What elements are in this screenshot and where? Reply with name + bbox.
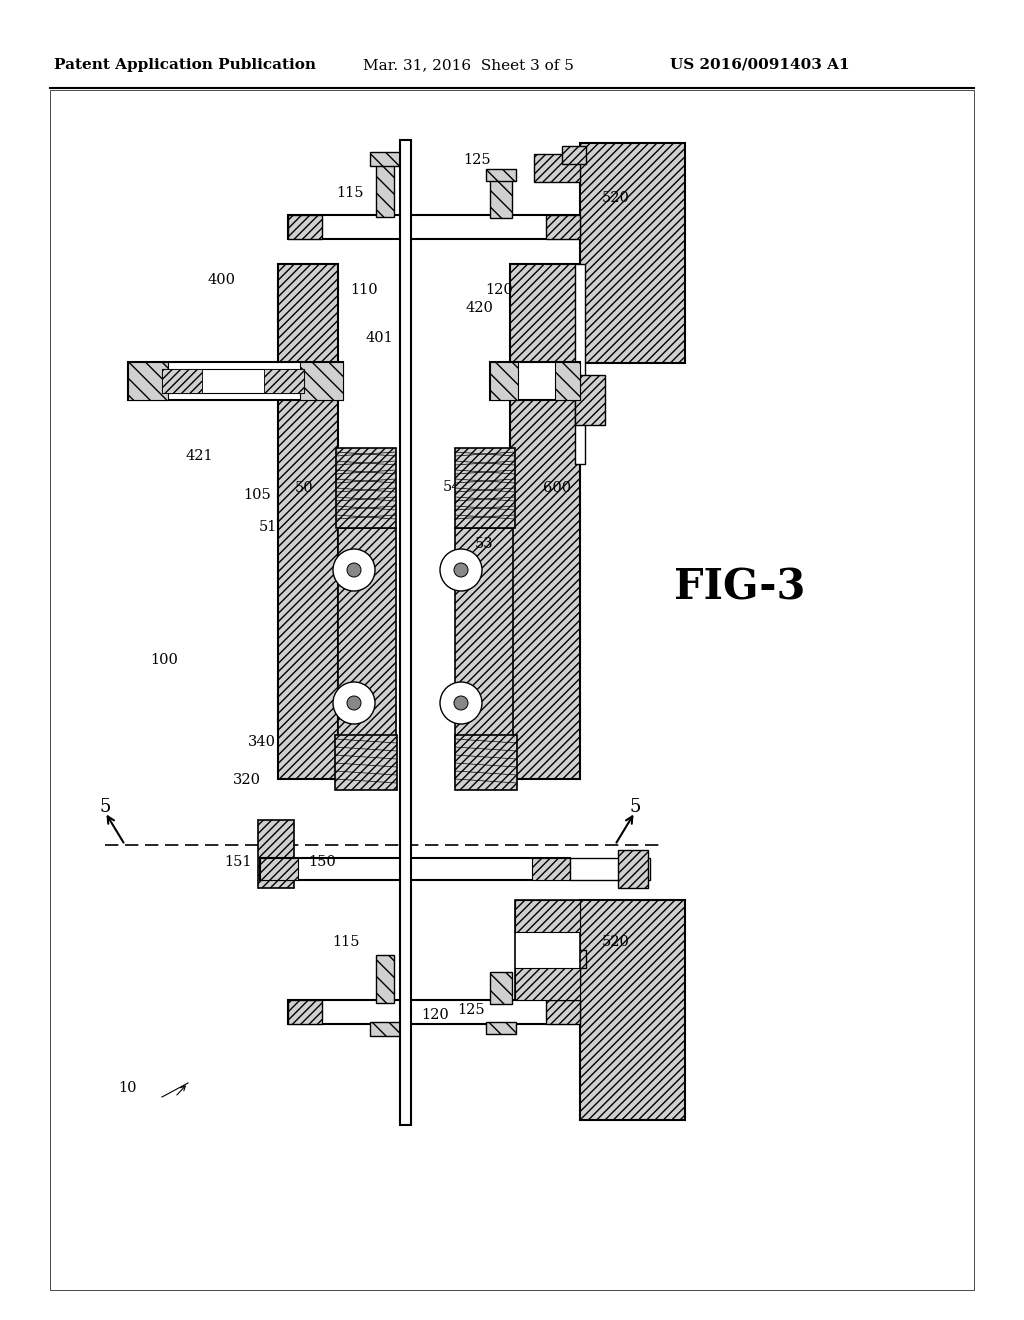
- Bar: [336, 447, 396, 528]
- Text: 105: 105: [243, 488, 270, 502]
- Bar: [370, 1022, 400, 1036]
- Text: 100: 100: [150, 653, 178, 667]
- Circle shape: [454, 564, 468, 577]
- Circle shape: [454, 696, 468, 710]
- Bar: [580, 900, 685, 1119]
- Bar: [555, 362, 580, 400]
- Circle shape: [333, 682, 375, 723]
- Bar: [455, 447, 515, 528]
- Text: US 2016/0091403 A1: US 2016/0091403 A1: [670, 58, 850, 73]
- Bar: [562, 950, 586, 968]
- Text: 52: 52: [486, 500, 505, 513]
- Bar: [534, 154, 580, 182]
- Bar: [490, 362, 518, 400]
- Text: 420: 420: [466, 301, 494, 315]
- Text: 150: 150: [308, 855, 336, 869]
- Text: 51: 51: [259, 520, 278, 535]
- Bar: [370, 152, 400, 166]
- Text: 110: 110: [350, 282, 378, 297]
- Text: 120: 120: [485, 282, 513, 297]
- Bar: [490, 362, 580, 400]
- Bar: [575, 375, 605, 425]
- Bar: [546, 215, 580, 239]
- Circle shape: [333, 549, 375, 591]
- Text: 520: 520: [602, 935, 630, 949]
- Text: 115: 115: [336, 186, 364, 201]
- Text: 151: 151: [224, 855, 252, 869]
- Bar: [338, 528, 396, 777]
- Bar: [288, 1001, 322, 1024]
- Text: 125: 125: [457, 1003, 484, 1016]
- Bar: [618, 850, 648, 888]
- Text: 520: 520: [602, 191, 630, 205]
- Bar: [455, 528, 513, 777]
- Bar: [575, 264, 585, 465]
- Text: 320: 320: [233, 774, 261, 787]
- Bar: [335, 735, 397, 789]
- Text: Patent Application Publication: Patent Application Publication: [54, 58, 316, 73]
- Bar: [162, 370, 304, 393]
- Bar: [260, 858, 570, 880]
- Text: 54: 54: [443, 480, 462, 494]
- Bar: [490, 172, 512, 218]
- Bar: [532, 858, 570, 880]
- Bar: [376, 154, 394, 216]
- Bar: [258, 820, 294, 888]
- Text: 50: 50: [295, 480, 313, 495]
- Bar: [515, 968, 580, 1001]
- Text: 340: 340: [248, 735, 276, 748]
- Bar: [510, 264, 580, 779]
- Text: 5: 5: [99, 799, 111, 816]
- Text: 600: 600: [543, 480, 571, 495]
- Bar: [128, 362, 168, 400]
- Bar: [580, 143, 685, 363]
- Bar: [490, 972, 512, 1005]
- Bar: [300, 362, 343, 400]
- Bar: [264, 370, 304, 393]
- Bar: [288, 1001, 580, 1024]
- Text: 5: 5: [630, 799, 641, 816]
- Bar: [128, 362, 343, 400]
- Bar: [486, 169, 516, 181]
- Text: FIG-3: FIG-3: [675, 568, 806, 609]
- Bar: [278, 264, 338, 779]
- Circle shape: [347, 564, 361, 577]
- Text: 120: 120: [421, 1008, 449, 1022]
- Bar: [455, 735, 517, 789]
- Bar: [376, 954, 394, 1003]
- Bar: [546, 1001, 580, 1024]
- Bar: [288, 215, 580, 239]
- Bar: [570, 858, 650, 880]
- Circle shape: [347, 696, 361, 710]
- Bar: [562, 147, 586, 164]
- Text: 53: 53: [475, 537, 494, 550]
- Text: 401: 401: [365, 331, 393, 345]
- Text: Mar. 31, 2016  Sheet 3 of 5: Mar. 31, 2016 Sheet 3 of 5: [362, 58, 573, 73]
- Bar: [534, 958, 580, 986]
- Bar: [162, 370, 202, 393]
- Bar: [515, 900, 580, 932]
- Bar: [400, 140, 411, 1125]
- Bar: [515, 900, 580, 1001]
- Text: 421: 421: [186, 449, 214, 463]
- Text: 115: 115: [332, 935, 359, 949]
- Bar: [288, 215, 322, 239]
- Text: 125: 125: [463, 153, 490, 168]
- Circle shape: [440, 549, 482, 591]
- Bar: [260, 858, 298, 880]
- Text: 10: 10: [119, 1081, 137, 1096]
- Bar: [486, 1022, 516, 1034]
- Text: 400: 400: [208, 273, 236, 286]
- Circle shape: [440, 682, 482, 723]
